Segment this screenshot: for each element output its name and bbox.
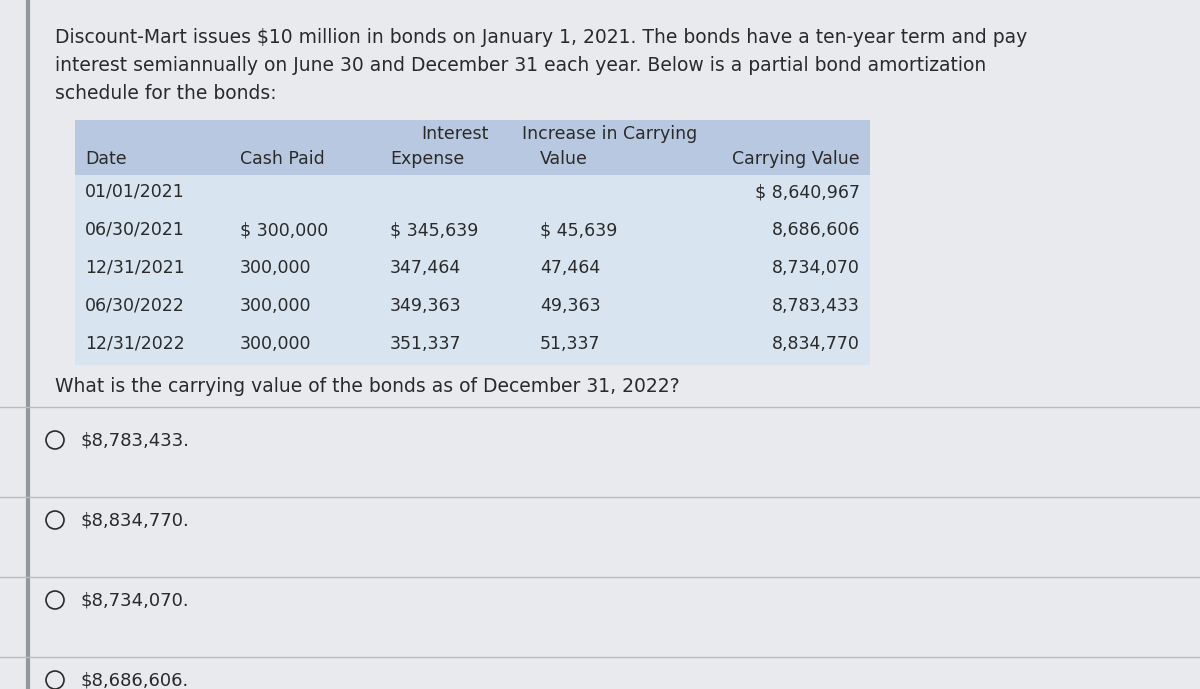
Text: schedule for the bonds:: schedule for the bonds: [55,84,277,103]
Text: $8,783,433.: $8,783,433. [80,432,190,450]
Text: 06/30/2021: 06/30/2021 [85,221,185,239]
Bar [74,175,870,213]
Text: 8,686,606: 8,686,606 [772,221,860,239]
Text: 300,000: 300,000 [240,335,312,353]
Text: 8,734,070: 8,734,070 [772,259,860,277]
Text: Cash Paid: Cash Paid [240,150,325,168]
Text: 47,464: 47,464 [540,259,600,277]
Text: Discount-Mart issues $10 million in bonds on January 1, 2021. The bonds have a t: Discount-Mart issues $10 million in bond… [55,28,1027,47]
Bar [74,213,870,251]
Text: 300,000: 300,000 [240,297,312,315]
Bar [74,120,870,175]
Text: interest semiannually on June 30 and December 31 each year. Below is a partial b: interest semiannually on June 30 and Dec… [55,56,986,75]
Text: 300,000: 300,000 [240,259,312,277]
Text: 8,783,433: 8,783,433 [772,297,860,315]
Text: $ 8,640,967: $ 8,640,967 [755,183,860,201]
Text: 351,337: 351,337 [390,335,462,353]
Text: $ 45,639: $ 45,639 [540,221,617,239]
Text: $8,686,606.: $8,686,606. [80,672,188,689]
Text: Expense: Expense [390,150,464,168]
Text: Increase in Carrying: Increase in Carrying [522,125,697,143]
Text: $8,734,070.: $8,734,070. [80,592,188,610]
Text: 349,363: 349,363 [390,297,462,315]
Bar [74,251,870,289]
Text: Date: Date [85,150,127,168]
Text: 12/31/2022: 12/31/2022 [85,335,185,353]
Bar [74,327,870,365]
Text: 49,363: 49,363 [540,297,601,315]
Text: 347,464: 347,464 [390,259,461,277]
Text: $ 300,000: $ 300,000 [240,221,329,239]
Text: $ 345,639: $ 345,639 [390,221,479,239]
Text: 06/30/2022: 06/30/2022 [85,297,185,315]
Text: $8,834,770.: $8,834,770. [80,512,188,530]
Text: 01/01/2021: 01/01/2021 [85,183,185,201]
Text: Carrying Value: Carrying Value [732,150,860,168]
Text: 8,834,770: 8,834,770 [772,335,860,353]
Text: Interest: Interest [421,125,488,143]
Text: What is the carrying value of the bonds as of December 31, 2022?: What is the carrying value of the bonds … [55,377,679,396]
Text: 12/31/2021: 12/31/2021 [85,259,185,277]
Text: Value: Value [540,150,588,168]
Text: 51,337: 51,337 [540,335,600,353]
Bar [74,289,870,327]
